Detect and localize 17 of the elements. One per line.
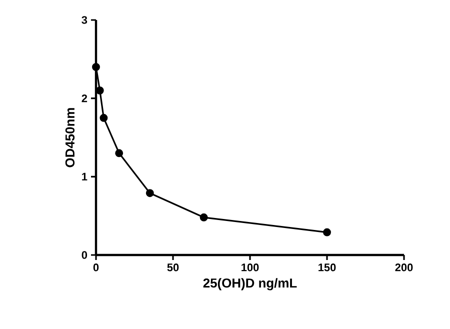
point (92, 63, 100, 71)
x-axis-title: 25(OH)D ng/mL (203, 278, 297, 290)
x-tick-label: 50 (167, 264, 179, 272)
y-tick-label: 0 (82, 251, 88, 259)
point (100, 114, 108, 122)
x-tick-label: 150 (318, 264, 336, 272)
y-tick-label: 1 (82, 172, 88, 180)
point (146, 189, 154, 198)
y-tick-label: 3 (82, 16, 88, 24)
point (323, 228, 331, 236)
y-tick-label: 2 (82, 94, 88, 102)
x-tick-label: 100 (242, 264, 259, 272)
x-tick-label: 200 (395, 264, 413, 272)
y-axis-title: OD450nm (65, 108, 75, 168)
x-tick-label: 0 (93, 264, 99, 272)
point (200, 213, 208, 222)
point (115, 149, 124, 158)
